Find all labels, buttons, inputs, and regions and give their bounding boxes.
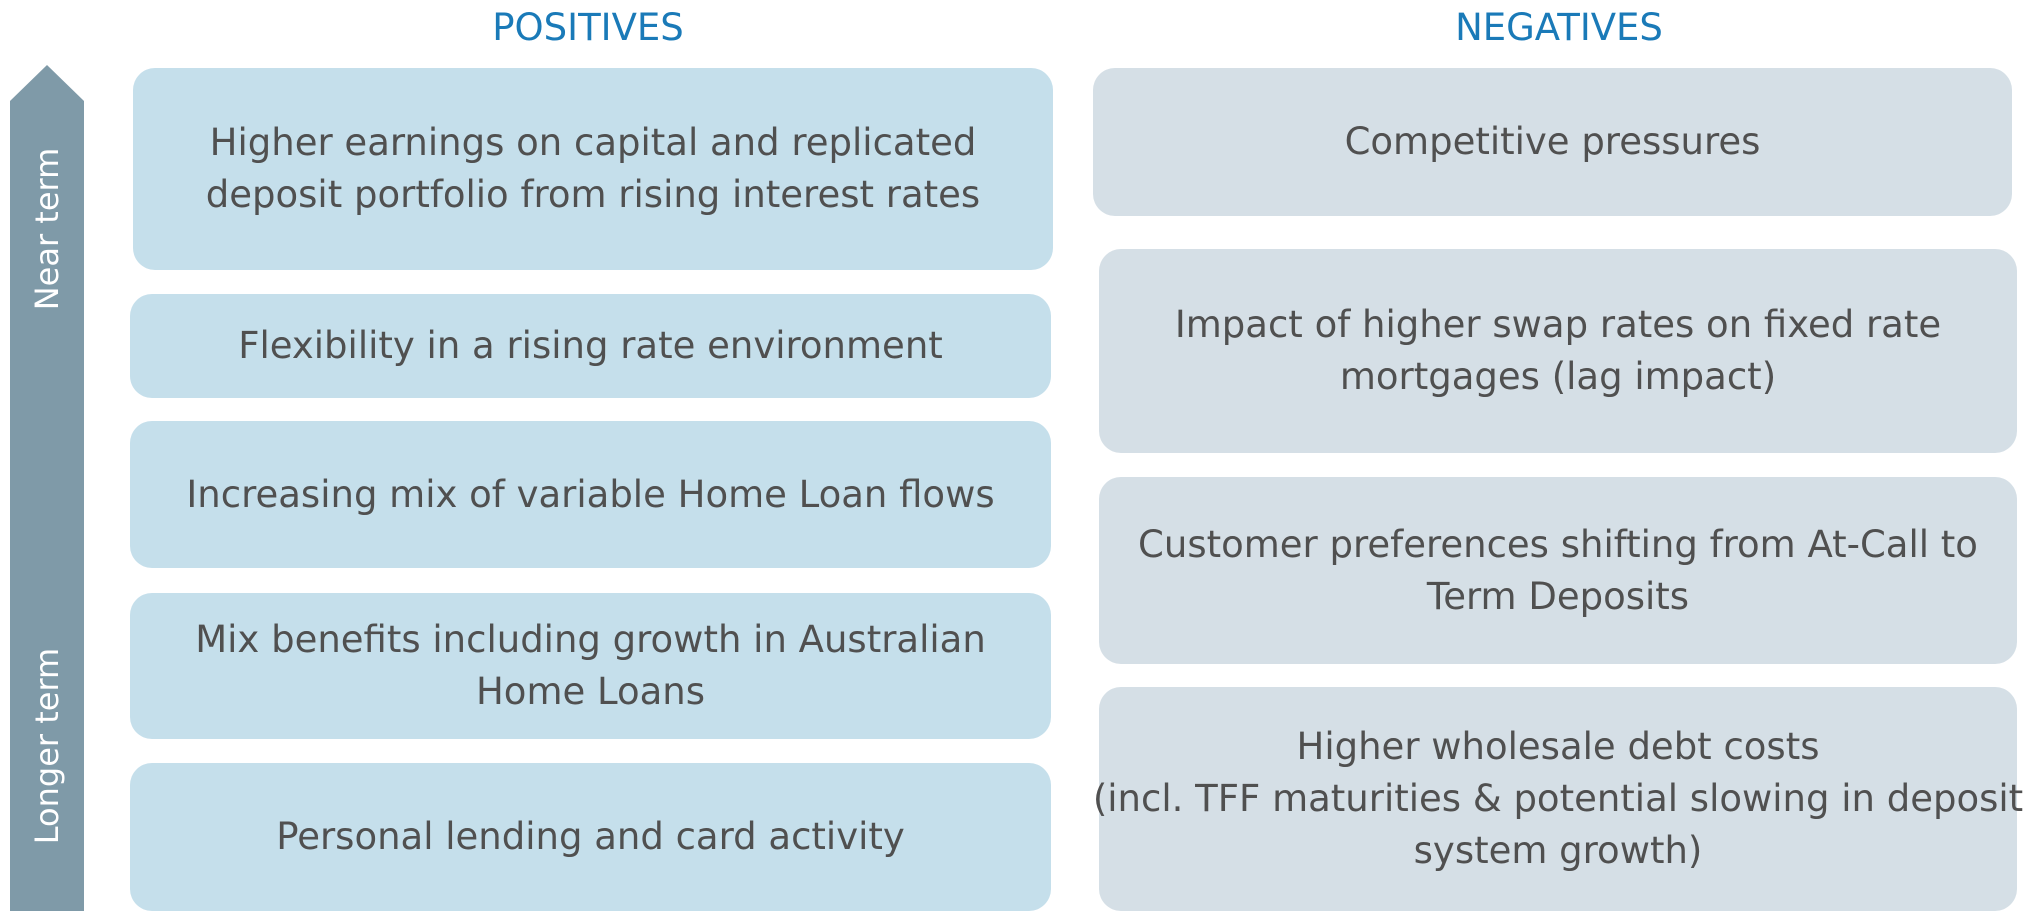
- item-text-line: Flexibility in a rising rate environment: [238, 324, 943, 367]
- item-text-line: Personal lending and card activity: [276, 815, 905, 858]
- pos-item: Flexibility in a rising rate environment: [130, 294, 1051, 398]
- item-text-line: Term Deposits: [1426, 574, 1690, 618]
- item-text-line: (incl. TFF maturities & potential slowin…: [1092, 777, 2024, 820]
- time-arrow: [10, 65, 84, 911]
- negatives-header: NEGATIVES: [1455, 6, 1663, 49]
- longer-term-label: Longer term: [28, 647, 66, 845]
- neg-item: Customer preferences shifting from At-Ca…: [1099, 477, 2017, 664]
- item-text-line: system growth): [1413, 829, 1703, 872]
- neg-item: Impact of higher swap rates on fixed rat…: [1099, 249, 2017, 453]
- item-text-line: Impact of higher swap rates on fixed rat…: [1174, 303, 1942, 346]
- item-text-line: Customer preferences shifting from At-Ca…: [1138, 522, 1978, 566]
- item-text-line: deposit portfolio from rising interest r…: [205, 173, 981, 216]
- item-text-line: Mix benefits including growth in Austral…: [195, 618, 986, 661]
- pos-item: Mix benefits including growth in Austral…: [130, 593, 1051, 739]
- item-text-line: Competitive pressures: [1344, 120, 1761, 163]
- item-text-line: Higher earnings on capital and replicate…: [209, 121, 977, 164]
- near-term-label: Near term: [28, 147, 66, 311]
- item-text-line: Higher wholesale debt costs: [1296, 725, 1820, 768]
- pos-item: Higher earnings on capital and replicate…: [133, 68, 1053, 270]
- neg-item: Higher wholesale debt costs (incl. TFF ma…: [1093, 687, 2023, 911]
- positives-header: POSITIVES: [492, 6, 684, 49]
- item-text-line: Home Loans: [475, 670, 706, 713]
- neg-item: Competitive pressures: [1093, 68, 2012, 216]
- item-text-line: Increasing mix of variable Home Loan flo…: [186, 472, 995, 516]
- arrow-shape: [10, 65, 84, 911]
- item-text-line: mortgages (lag impact): [1339, 355, 1777, 398]
- pos-item: Personal lending and card activity: [130, 763, 1051, 911]
- pos-item: Increasing mix of variable Home Loan flo…: [130, 421, 1051, 568]
